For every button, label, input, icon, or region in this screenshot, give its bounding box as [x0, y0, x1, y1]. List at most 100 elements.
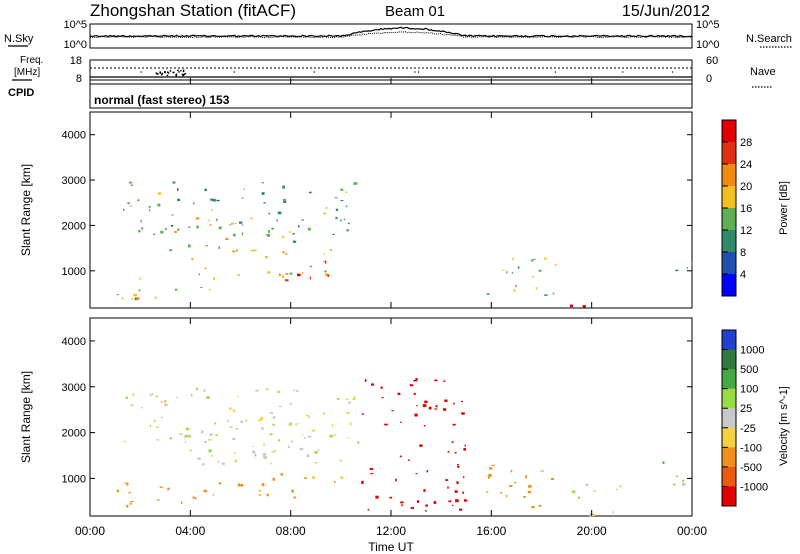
- data-cell: [391, 410, 394, 412]
- data-cell: [210, 455, 214, 457]
- data-cell: [190, 393, 193, 397]
- colorbar-swatch: [722, 388, 736, 409]
- data-cell: [515, 284, 517, 288]
- data-cell: [323, 212, 326, 215]
- data-cell: [125, 396, 128, 400]
- data-cell: [208, 449, 212, 453]
- data-cell: [303, 437, 307, 439]
- data-cell: [569, 304, 573, 308]
- colorbar-tick-label: 20: [740, 181, 752, 193]
- data-cell: [434, 408, 438, 410]
- data-cell: [612, 511, 615, 514]
- data-cell: [454, 452, 457, 454]
- data-cell: [205, 245, 208, 247]
- data-cell: [211, 209, 213, 211]
- data-cell: [334, 480, 336, 484]
- data-cell: [423, 425, 426, 427]
- data-cell: [240, 484, 244, 487]
- data-cell: [277, 390, 280, 393]
- data-cell: [682, 479, 685, 482]
- colorbar-swatch: [722, 164, 736, 187]
- x-tick-label: 08:00: [276, 524, 306, 538]
- data-cell: [261, 192, 265, 195]
- data-cell: [335, 208, 339, 211]
- data-cell: [464, 499, 467, 502]
- data-cell: [198, 273, 201, 276]
- data-cell: [415, 378, 418, 381]
- data-cell: [325, 273, 329, 276]
- data-cell: [307, 227, 311, 231]
- data-cell: [238, 483, 241, 486]
- velocity-ylabel: Slant Range [km]: [19, 371, 33, 463]
- data-cell: [347, 222, 350, 225]
- colorbar-tick-label: 24: [740, 159, 752, 171]
- data-cell: [262, 453, 267, 456]
- data-cell: [340, 219, 342, 222]
- data-cell: [188, 244, 191, 248]
- data-cell: [288, 231, 291, 233]
- data-cell: [464, 444, 466, 447]
- data-cell: [308, 416, 311, 419]
- data-cell: [424, 400, 428, 404]
- data-cell: [582, 305, 586, 308]
- data-cell: [282, 251, 285, 254]
- data-cell: [399, 455, 402, 458]
- data-cell: [281, 236, 285, 238]
- data-cell: [463, 476, 465, 479]
- data-cell: [270, 462, 272, 465]
- data-cell: [346, 229, 350, 232]
- data-cell: [285, 253, 288, 255]
- data-cell: [155, 296, 157, 299]
- freq-tick-top: 18: [70, 55, 82, 67]
- colorbar-swatch: [722, 230, 736, 253]
- data-cell: [488, 467, 493, 470]
- data-cell: [325, 207, 328, 209]
- data-cell: [288, 423, 292, 426]
- beam-label: Beam 01: [385, 3, 445, 20]
- data-cell: [389, 496, 393, 499]
- cpid-label: CPID: [8, 87, 34, 99]
- data-cell: [461, 400, 463, 403]
- data-cell: [179, 433, 183, 435]
- data-cell: [349, 423, 352, 426]
- data-cell: [331, 424, 334, 427]
- colorbar-swatch: [722, 486, 736, 507]
- nave-tick-top: 60: [706, 55, 718, 67]
- data-cell: [229, 407, 232, 410]
- data-cell: [517, 266, 520, 269]
- data-cell: [124, 482, 128, 484]
- data-cell: [334, 197, 338, 199]
- data-cell: [314, 462, 318, 464]
- noise-panel: 10^5 10^0 10^5 10^0 N.Sky N.Search: [4, 19, 792, 51]
- data-cell: [209, 224, 212, 226]
- data-cell: [488, 474, 492, 477]
- data-cell: [510, 469, 513, 473]
- data-cell: [271, 451, 275, 453]
- data-cell: [345, 205, 348, 208]
- y-tick-label: 3000: [62, 382, 86, 394]
- data-cell: [511, 271, 514, 274]
- data-cell: [208, 439, 212, 441]
- data-cell: [200, 430, 204, 434]
- y-tick-label: 1000: [62, 473, 86, 485]
- data-cell: [234, 459, 237, 463]
- data-cell: [160, 230, 164, 234]
- data-cell: [195, 497, 197, 500]
- data-cell: [126, 482, 129, 486]
- colorbar-swatch: [722, 427, 736, 448]
- data-cell: [261, 483, 265, 487]
- data-cell: [137, 199, 140, 202]
- data-cell: [509, 485, 513, 487]
- colorbar-swatch: [722, 142, 736, 165]
- colorbar-swatch: [722, 274, 736, 297]
- data-cell: [184, 440, 187, 443]
- data-cell: [121, 297, 124, 300]
- nave-tick-bottom: 0: [706, 73, 712, 85]
- data-cell: [486, 293, 490, 295]
- data-cell: [277, 439, 280, 442]
- colorbar-swatch: [722, 466, 736, 487]
- data-cell: [184, 434, 189, 438]
- data-cell: [174, 288, 178, 291]
- data-cell: [322, 412, 325, 415]
- data-cell: [512, 257, 514, 261]
